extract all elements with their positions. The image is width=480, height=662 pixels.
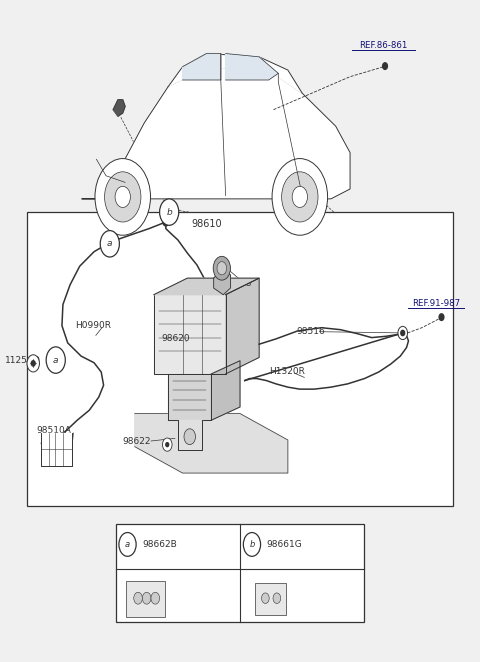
FancyBboxPatch shape [116, 524, 364, 622]
Polygon shape [113, 100, 125, 117]
Text: a: a [125, 540, 130, 549]
FancyBboxPatch shape [126, 581, 165, 617]
Circle shape [27, 355, 39, 372]
Circle shape [143, 592, 151, 604]
FancyBboxPatch shape [27, 212, 453, 506]
Circle shape [243, 532, 261, 556]
Circle shape [282, 172, 318, 222]
Text: 98516: 98516 [297, 327, 325, 336]
Circle shape [184, 429, 195, 445]
Polygon shape [154, 295, 226, 374]
Circle shape [31, 361, 35, 366]
Polygon shape [226, 54, 278, 80]
Circle shape [163, 218, 168, 226]
Text: 98622: 98622 [123, 437, 151, 446]
Text: 98623: 98623 [223, 279, 252, 288]
Text: REF.86-861: REF.86-861 [360, 41, 408, 50]
Text: 1125AD: 1125AD [4, 356, 40, 365]
Circle shape [292, 186, 308, 207]
Circle shape [439, 314, 444, 320]
Text: 98510A: 98510A [36, 426, 72, 434]
Text: H0990R: H0990R [75, 321, 111, 330]
Circle shape [162, 438, 172, 451]
Text: 98620: 98620 [161, 334, 190, 344]
Circle shape [398, 326, 408, 340]
Circle shape [213, 256, 230, 280]
Polygon shape [211, 361, 240, 420]
Circle shape [262, 593, 269, 604]
Text: REF.91-987: REF.91-987 [412, 299, 460, 308]
Circle shape [95, 159, 151, 235]
Polygon shape [178, 420, 202, 450]
Circle shape [159, 199, 179, 225]
Text: 98662B: 98662B [142, 540, 177, 549]
Circle shape [105, 172, 141, 222]
Circle shape [217, 261, 227, 275]
Text: a: a [53, 355, 59, 365]
Circle shape [134, 592, 143, 604]
Circle shape [100, 230, 120, 257]
Polygon shape [214, 268, 230, 295]
Circle shape [166, 443, 168, 447]
Text: a: a [107, 239, 113, 248]
Text: 98661G: 98661G [266, 540, 302, 549]
Polygon shape [182, 54, 221, 80]
Polygon shape [226, 278, 259, 374]
Circle shape [401, 330, 405, 336]
Polygon shape [168, 374, 211, 420]
Circle shape [383, 63, 387, 70]
Polygon shape [135, 414, 288, 473]
Text: 98610: 98610 [191, 218, 222, 228]
Text: b: b [166, 208, 172, 216]
Circle shape [115, 186, 131, 207]
Circle shape [272, 159, 327, 235]
Text: H1320R: H1320R [269, 367, 305, 377]
Polygon shape [82, 67, 350, 199]
Text: b: b [249, 540, 255, 549]
Polygon shape [41, 434, 72, 467]
Circle shape [46, 347, 65, 373]
Polygon shape [154, 278, 259, 295]
FancyBboxPatch shape [255, 583, 286, 615]
Circle shape [273, 593, 281, 604]
Polygon shape [168, 54, 302, 93]
Circle shape [151, 592, 159, 604]
Circle shape [119, 532, 136, 556]
